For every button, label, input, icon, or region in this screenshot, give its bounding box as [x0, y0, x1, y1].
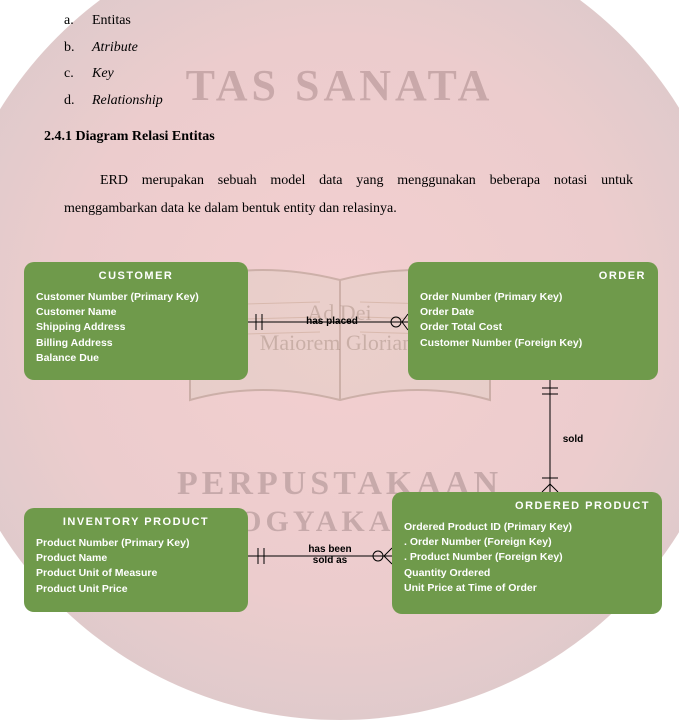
entity-title: INVENTORY PRODUCT [36, 516, 236, 528]
entity-ordered-product: ORDERED PRODUCT Ordered Product ID (Prim… [392, 492, 662, 614]
entity-attributes: Customer Number (Primary Key) Customer N… [36, 290, 236, 366]
entity-attr: Customer Number (Foreign Key) [420, 336, 646, 351]
entity-attributes: Product Number (Primary Key) Product Nam… [36, 536, 236, 597]
entity-title: CUSTOMER [36, 270, 236, 282]
entity-title: ORDERED PRODUCT [404, 500, 650, 512]
entity-attr: Order Total Cost [420, 320, 646, 335]
entity-attr: Unit Price at Time of Order [404, 581, 650, 596]
entity-attr: Customer Name [36, 305, 236, 320]
entity-title: ORDER [420, 270, 646, 282]
entity-attr: Product Unit Price [36, 582, 236, 597]
entity-attr: Billing Address [36, 336, 236, 351]
entity-attr: Order Date [420, 305, 646, 320]
relationship-has-been-sold-as: has beensold as [292, 544, 368, 566]
entity-attr: Product Number (Primary Key) [36, 536, 236, 551]
entity-attributes: Order Number (Primary Key) Order Date Or… [420, 290, 646, 351]
entity-attr: Product Name [36, 551, 236, 566]
entity-attributes: Ordered Product ID (Primary Key) . Order… [404, 520, 650, 596]
entity-attr: Shipping Address [36, 320, 236, 335]
entity-attr: Order Number (Primary Key) [420, 290, 646, 305]
entity-attr: Quantity Ordered [404, 566, 650, 581]
relationship-sold: sold [558, 434, 588, 445]
entity-attr: . Product Number (Foreign Key) [404, 550, 650, 565]
entity-inventory-product: INVENTORY PRODUCT Product Number (Primar… [24, 508, 248, 612]
entity-customer: CUSTOMER Customer Number (Primary Key) C… [24, 262, 248, 380]
entity-order: ORDER Order Number (Primary Key) Order D… [408, 262, 658, 380]
erd-diagram: CUSTOMER Customer Number (Primary Key) C… [0, 0, 679, 630]
entity-attr: Customer Number (Primary Key) [36, 290, 236, 305]
relationship-has-placed: has placed [296, 316, 368, 327]
entity-attr: . Order Number (Foreign Key) [404, 535, 650, 550]
entity-attr: Product Unit of Measure [36, 566, 236, 581]
entity-attr: Ordered Product ID (Primary Key) [404, 520, 650, 535]
entity-attr: Balance Due [36, 351, 236, 366]
